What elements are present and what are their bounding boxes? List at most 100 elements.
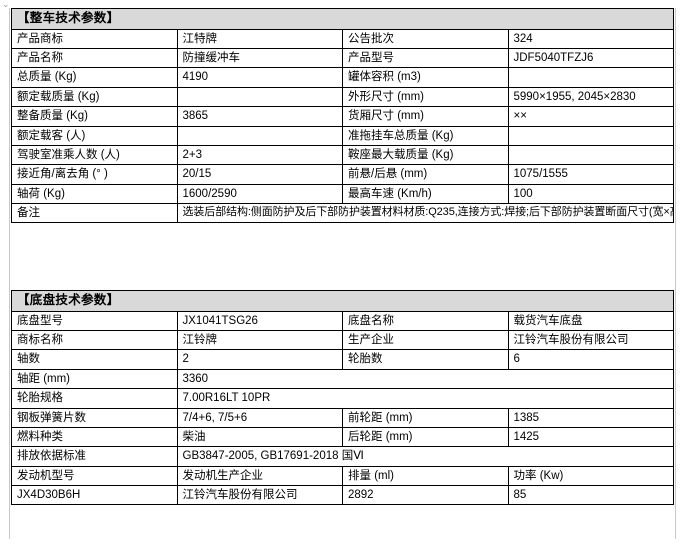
row-label: 钢板弹簧片数	[11, 407, 178, 428]
engine-displacement-header: 排量 (ml)	[342, 465, 509, 487]
vehicle-section-title: 【整车技术参数】	[11, 8, 674, 30]
row-label: 产品商标	[11, 28, 178, 50]
engine-power-value: 85	[507, 484, 674, 506]
crop-mark-icon: ⌄	[2, 0, 10, 9]
table-row: 底盘型号 JX1041TSG26 底盘名称 载货汽车底盘	[11, 310, 674, 332]
row-value-2	[507, 125, 674, 146]
table-row: 产品商标 江特牌 公告批次 324	[11, 28, 674, 50]
row-value: 7/4+6, 7/5+6	[176, 407, 343, 428]
row-value-2: 1075/1555	[507, 164, 674, 185]
row-value: 柴油	[176, 426, 343, 448]
table-row: 产品名称 防撞缓冲车 产品型号 JDF5040TFZJ6	[11, 47, 674, 69]
section-header-row: 【整车技术参数】	[11, 8, 674, 30]
row-label: 底盘型号	[11, 310, 178, 332]
table-row: 整备质量 (Kg) 3865 货厢尺寸 (mm) ××	[11, 106, 674, 127]
table-row: 钢板弹簧片数 7/4+6, 7/5+6 前轮距 (mm) 1385	[11, 407, 674, 428]
row-value-2: 100	[507, 183, 674, 205]
engine-model-value: JX4D30B6H	[11, 484, 178, 506]
engine-manufacturer-value: 江铃汽车股份有限公司	[176, 484, 343, 506]
table-row: 轴荷 (Kg) 1600/2590 最高车速 (Km/h) 100	[11, 183, 674, 205]
row-label: 排放依据标准	[11, 446, 178, 467]
table-row: 轴距 (mm) 3360	[11, 368, 674, 390]
row-value	[176, 86, 343, 108]
engine-power-header: 功率 (Kw)	[507, 465, 674, 487]
engine-header-row: 发动机型号 发动机生产企业 排量 (ml) 功率 (Kw)	[11, 465, 674, 487]
row-value: 4190	[176, 67, 343, 88]
engine-model-header: 发动机型号	[11, 465, 178, 487]
row-label-2: 最高车速 (Km/h)	[342, 183, 509, 205]
row-value: 防撞缓冲车	[176, 47, 343, 69]
row-value-2: 1425	[507, 426, 674, 448]
row-value-2: 6	[507, 349, 674, 370]
row-label: 驾驶室准乘人数 (人)	[11, 144, 178, 166]
row-label: 轴数	[11, 349, 178, 370]
row-value-2	[507, 67, 674, 88]
table-row: 排放依据标准 GB3847-2005, GB17691-2018 国Ⅵ	[11, 446, 674, 467]
row-label: 接近角/离去角 (° )	[11, 164, 178, 185]
vehicle-parameters-table: 【整车技术参数】 产品商标 江特牌 公告批次 324 产品名称 防撞缓冲车 产品…	[11, 8, 674, 224]
row-label-2: 公告批次	[342, 28, 509, 50]
row-value-2: JDF5040TFZJ6	[507, 47, 674, 69]
row-label-2: 生产企业	[342, 329, 509, 351]
table-row: 燃料种类 柴油 后轮距 (mm) 1425	[11, 426, 674, 448]
engine-value-row: JX4D30B6H 江铃汽车股份有限公司 2892 85	[11, 484, 674, 506]
engine-displacement-value: 2892	[342, 484, 509, 506]
row-value: 江铃牌	[176, 329, 343, 351]
engine-manufacturer-header: 发动机生产企业	[176, 465, 343, 487]
row-value-2	[507, 144, 674, 166]
page-edge-right	[675, 8, 676, 539]
row-label-2: 前悬/后悬 (mm)	[342, 164, 509, 185]
row-label: 额定载客 (人)	[11, 125, 178, 146]
row-label: 轴荷 (Kg)	[11, 183, 178, 205]
table-row: 总质量 (Kg) 4190 罐体容积 (m3)	[11, 67, 674, 88]
remark-text: 选装后部结构:侧面防护及后下部防护装置材料材质:Q235,连接方式:焊接;后下部…	[176, 202, 674, 224]
row-value: 2+3	[176, 144, 343, 166]
row-value-2: ××	[507, 106, 674, 127]
table-row: 商标名称 江铃牌 生产企业 江铃汽车股份有限公司	[11, 329, 674, 351]
row-label-2: 产品型号	[342, 47, 509, 69]
row-label-2: 前轮距 (mm)	[342, 407, 509, 428]
row-label: 燃料种类	[11, 426, 178, 448]
section-header-row: 【底盘技术参数】	[11, 290, 674, 312]
row-label-2: 外形尺寸 (mm)	[342, 86, 509, 108]
row-value-2: 1385	[507, 407, 674, 428]
row-label: 总质量 (Kg)	[11, 67, 178, 88]
chassis-parameters-table: 【底盘技术参数】 底盘型号 JX1041TSG26 底盘名称 载货汽车底盘 商标…	[11, 290, 674, 506]
row-value: 江特牌	[176, 28, 343, 50]
row-value: 7.00R16LT 10PR	[176, 388, 674, 409]
row-value: 3865	[176, 106, 343, 127]
row-value: GB3847-2005, GB17691-2018 国Ⅵ	[176, 446, 674, 467]
row-label-2: 鞍座最大载质量 (Kg)	[342, 144, 509, 166]
row-label-2: 轮胎数	[342, 349, 509, 370]
row-value: 1600/2590	[176, 183, 343, 205]
row-value: 2	[176, 349, 343, 370]
row-label-2: 罐体容积 (m3)	[342, 67, 509, 88]
row-value-2: 载货汽车底盘	[507, 310, 674, 332]
row-label: 产品名称	[11, 47, 178, 69]
row-label-2: 后轮距 (mm)	[342, 426, 509, 448]
page-edge-left	[9, 8, 10, 539]
row-label: 商标名称	[11, 329, 178, 351]
remark-row: 备注 选装后部结构:侧面防护及后下部防护装置材料材质:Q235,连接方式:焊接;…	[11, 202, 674, 224]
row-value	[176, 125, 343, 146]
row-label: 轮胎规格	[11, 388, 178, 409]
table-row: 轮胎规格 7.00R16LT 10PR	[11, 388, 674, 409]
row-label: 轴距 (mm)	[11, 368, 178, 390]
row-label-2: 货厢尺寸 (mm)	[342, 106, 509, 127]
table-row: 驾驶室准乘人数 (人) 2+3 鞍座最大载质量 (Kg)	[11, 144, 674, 166]
table-row: 轴数 2 轮胎数 6	[11, 349, 674, 370]
chassis-section-title: 【底盘技术参数】	[11, 290, 674, 312]
row-value: 3360	[176, 368, 674, 390]
table-row: 额定载质量 (Kg) 外形尺寸 (mm) 5990×1955, 2045×283…	[11, 86, 674, 108]
row-value-2: 5990×1955, 2045×2830	[507, 86, 674, 108]
row-label-2: 底盘名称	[342, 310, 509, 332]
table-row: 接近角/离去角 (° ) 20/15 前悬/后悬 (mm) 1075/1555	[11, 164, 674, 185]
remark-label: 备注	[11, 202, 178, 224]
table-row: 额定载客 (人) 准拖挂车总质量 (Kg)	[11, 125, 674, 146]
row-label-2: 准拖挂车总质量 (Kg)	[342, 125, 509, 146]
row-value-2: 江铃汽车股份有限公司	[507, 329, 674, 351]
row-label: 整备质量 (Kg)	[11, 106, 178, 127]
row-value-2: 324	[507, 28, 674, 50]
row-value: 20/15	[176, 164, 343, 185]
